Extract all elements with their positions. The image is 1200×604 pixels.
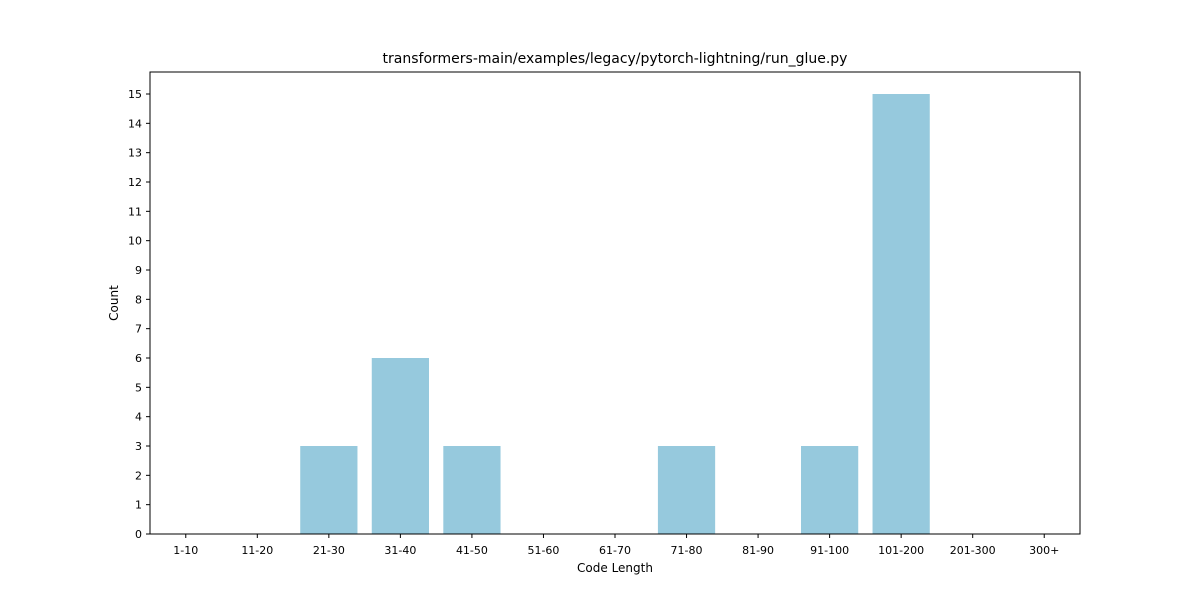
bar-101-200 (872, 94, 930, 534)
x-tick-label: 201-300 (950, 544, 996, 557)
bars-layer (300, 94, 930, 534)
y-axis-label: Count (107, 285, 121, 321)
x-tick-label: 300+ (1029, 544, 1059, 557)
x-tick-label: 31-40 (384, 544, 416, 557)
x-tick-label: 71-80 (671, 544, 703, 557)
bar-91-100 (801, 446, 859, 534)
y-tick-label: 14 (128, 117, 142, 130)
y-tick-label: 3 (135, 440, 142, 453)
plot-area-frame (149, 71, 1081, 535)
y-tick-label: 0 (135, 528, 142, 541)
y-tick-label: 11 (128, 205, 142, 218)
y-tick-label: 15 (128, 88, 142, 101)
bar-21-30 (300, 446, 358, 534)
y-tick-label: 12 (128, 176, 142, 189)
y-tick-label: 10 (128, 235, 142, 248)
x-axis: 1-10 11-20 21-30 31-40 41-50 51-60 61-70 71-80 8… (173, 534, 1059, 557)
y-tick-label: 2 (135, 469, 142, 482)
bar-31-40 (371, 358, 429, 534)
x-tick-label: 91-100 (810, 544, 849, 557)
y-tick-label: 4 (135, 411, 142, 424)
x-tick-label: 101-200 (878, 544, 924, 557)
x-tick-label: 81-90 (742, 544, 774, 557)
y-tick-label: 5 (135, 381, 142, 394)
x-tick-label: 21-30 (313, 544, 345, 557)
y-tick-label: 7 (135, 323, 142, 336)
x-tick-label: 1-10 (173, 544, 198, 557)
x-tick-label: 61-70 (599, 544, 631, 557)
bar-71-80 (657, 446, 716, 534)
y-tick-label: 6 (135, 352, 142, 365)
y-tick-label: 9 (135, 264, 142, 277)
chart-title: transformers-main/examples/legacy/pytorc… (383, 51, 848, 67)
x-tick-label: 41-50 (456, 544, 488, 557)
x-tick-label: 51-60 (527, 544, 559, 557)
x-axis-label: Code Length (577, 561, 653, 575)
y-tick-label: 8 (135, 293, 142, 306)
bar-41-50 (443, 446, 501, 534)
y-tick-label: 13 (128, 147, 142, 160)
y-tick-label: 1 (135, 499, 142, 512)
x-tick-label: 11-20 (241, 544, 273, 557)
